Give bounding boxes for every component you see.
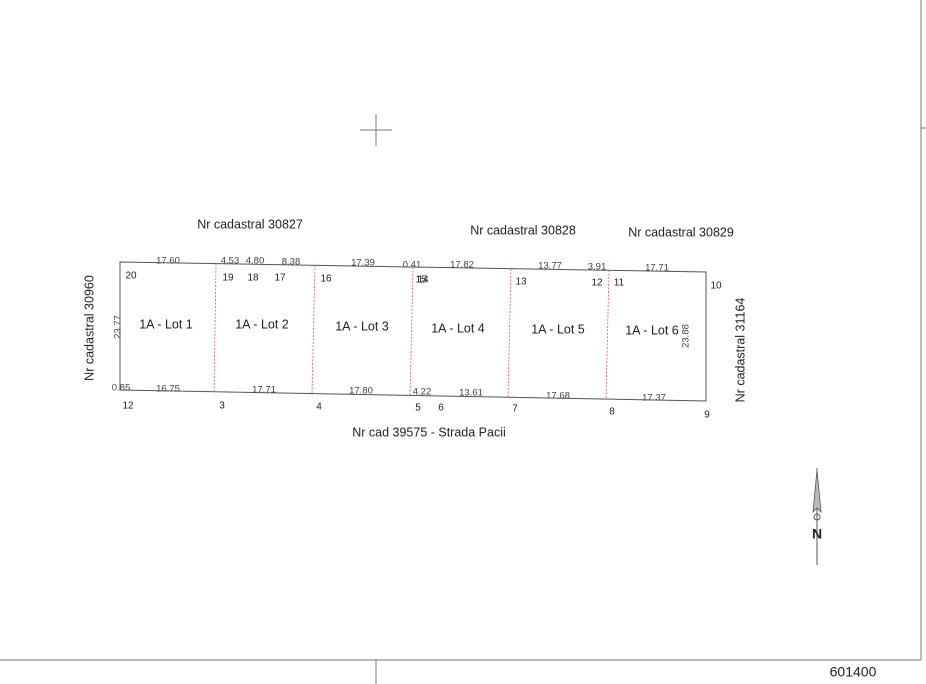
dimension: 17.82 <box>450 260 474 271</box>
dimension: 17.80 <box>349 386 373 397</box>
dimension: 16.75 <box>156 384 180 395</box>
dimension: 17.71 <box>645 263 669 274</box>
point-number: 12 <box>122 401 134 412</box>
street-label: Nr cad 39575 - Strada Pacii <box>352 425 506 439</box>
neighbor-label: Nr cadastral 30828 <box>470 223 576 237</box>
point-number: 9 <box>704 410 710 421</box>
lot-label: 1A - Lot 6 <box>625 323 679 337</box>
dimension: 13.61 <box>459 388 483 399</box>
point-number: 11 <box>614 278 625 289</box>
lot-line <box>409 266 414 397</box>
point-number: 5 <box>415 403 421 414</box>
point-number: 19 <box>222 273 234 284</box>
point-number: 8 <box>609 407 615 418</box>
north-arrow-circle <box>813 513 821 521</box>
dimension: 23.77 <box>113 315 124 339</box>
point-number: 7 <box>512 404 518 415</box>
point-number: 12 <box>591 278 603 289</box>
lot-line <box>605 269 610 400</box>
coordinate-label: 601400 <box>830 664 877 680</box>
dimension: 17.60 <box>156 256 180 267</box>
lot-line <box>213 263 217 393</box>
north-label: N <box>812 526 822 542</box>
dimension: 17.37 <box>642 393 666 404</box>
dimensions: 17.60 4.53 4.80 8.38 17.39 0.41 17.82 13.77 3.91… <box>112 256 692 404</box>
dimension: 17.39 <box>351 258 375 269</box>
neighbor-label: Nr cadastral 30960 <box>82 275 96 381</box>
point-number: 14 <box>417 275 429 286</box>
lot-label: 1A - Lot 1 <box>139 317 193 331</box>
point-number: 20 <box>125 271 137 282</box>
neighbor-label: Nr cadastral 30827 <box>197 217 303 231</box>
lot-label: 1A - Lot 5 <box>531 322 585 336</box>
lot-label: 1A - Lot 4 <box>431 321 485 335</box>
dimension: 8.38 <box>282 257 301 268</box>
point-number: 18 <box>247 273 259 284</box>
dimension: 3.91 <box>588 262 607 273</box>
dimension: 17.68 <box>546 391 570 402</box>
point-number: 10 <box>710 281 722 292</box>
dimension: 4.80 <box>246 256 265 267</box>
north-arrow-head <box>812 469 822 514</box>
dimension: 4.22 <box>413 387 432 398</box>
point-number: 17 <box>274 273 286 284</box>
dimension: 0.41 <box>403 260 422 271</box>
lot-label: 1A - Lot 2 <box>235 317 289 331</box>
parcel-outline <box>119 261 707 402</box>
point-number: 3 <box>219 401 225 412</box>
dimension: 23.88 <box>681 324 692 348</box>
lot-label: 1A - Lot 3 <box>335 319 389 333</box>
point-number: 6 <box>438 403 444 414</box>
north-arrow: N <box>812 468 822 565</box>
dimension: 4.53 <box>221 256 240 267</box>
point-number: 15 <box>415 275 427 286</box>
lot-dividers <box>213 263 610 400</box>
dimension: 0.85 <box>112 383 131 394</box>
point-number: 4 <box>316 402 322 413</box>
lots: 1A - Lot 1 1A - Lot 2 1A - Lot 3 1A - Lot 4… <box>139 317 679 337</box>
lot-line <box>507 268 512 398</box>
dimension: 13.77 <box>538 261 562 272</box>
neighbor-label: Nr cadastral 30829 <box>628 225 734 239</box>
point-number: 13 <box>515 277 527 288</box>
lot-line <box>311 264 316 395</box>
dimension: 17.71 <box>252 385 276 396</box>
neighbor-label: Nr cadastral 31164 <box>733 298 747 403</box>
point-number: 16 <box>320 274 332 285</box>
